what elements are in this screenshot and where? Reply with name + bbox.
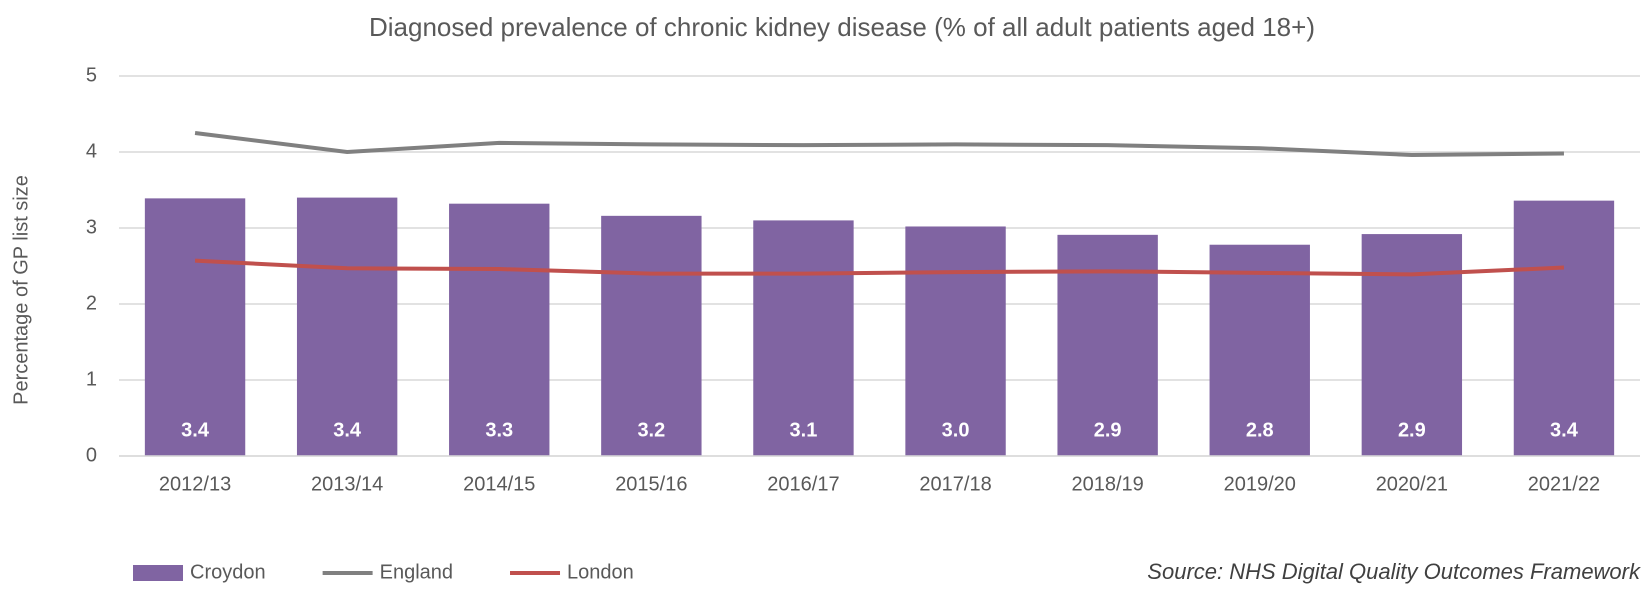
value-label: 3.2 <box>637 419 665 441</box>
legend-label: London <box>567 561 634 583</box>
bar <box>144 198 246 457</box>
bar <box>753 220 854 456</box>
y-axis-label: Percentage of GP list size <box>10 175 32 405</box>
x-tick-label: 2016/17 <box>767 473 839 495</box>
value-label: 3.4 <box>181 419 210 441</box>
bar <box>905 226 1006 456</box>
x-tick-label: 2018/19 <box>1072 473 1144 495</box>
x-tick-label: 2015/16 <box>615 473 687 495</box>
line <box>194 131 1564 158</box>
x-tick-label: 2017/18 <box>919 473 991 495</box>
y-tick-label: 0 <box>86 444 97 466</box>
legend-label: Croydon <box>190 561 266 583</box>
chart-title: Diagnosed prevalence of chronic kidney d… <box>369 12 1315 42</box>
bar <box>449 203 550 456</box>
legend-label: England <box>380 561 453 583</box>
bar <box>1209 244 1310 456</box>
x-tick-label: 2012/13 <box>159 473 231 495</box>
y-tick-label: 3 <box>86 216 97 238</box>
x-tick-label: 2020/21 <box>1376 473 1448 495</box>
value-label: 2.8 <box>1246 419 1274 441</box>
value-label: 3.4 <box>1550 419 1579 441</box>
value-label: 3.3 <box>485 419 513 441</box>
x-tick-label: 2019/20 <box>1224 473 1296 495</box>
legend-swatch <box>133 565 183 581</box>
value-label: 3.4 <box>333 419 362 441</box>
value-label: 2.9 <box>1398 419 1426 441</box>
source-note: Source: NHS Digital Quality Outcomes Fra… <box>1147 559 1641 584</box>
x-tick-label: 2021/22 <box>1528 473 1600 495</box>
x-tick-label: 2013/14 <box>311 473 383 495</box>
y-tick-label: 1 <box>86 368 97 390</box>
bar <box>1513 200 1615 456</box>
value-label: 3.0 <box>942 419 970 441</box>
value-label: 3.1 <box>790 419 818 441</box>
y-tick-label: 4 <box>86 140 97 162</box>
y-tick-label: 5 <box>86 64 97 86</box>
line <box>194 258 1565 277</box>
value-label: 2.9 <box>1094 419 1122 441</box>
bar <box>601 215 702 456</box>
x-tick-label: 2014/15 <box>463 473 535 495</box>
bar <box>296 197 398 456</box>
y-tick-label: 2 <box>86 292 97 314</box>
